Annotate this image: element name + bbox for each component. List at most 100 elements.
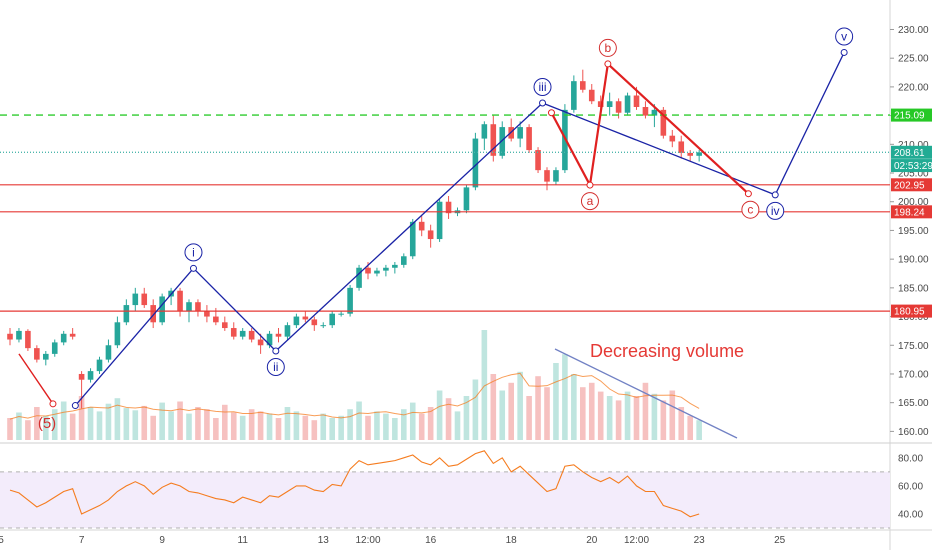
wave-label-5: (5) bbox=[38, 415, 56, 432]
candle-body bbox=[302, 316, 309, 320]
volume-bar bbox=[25, 420, 31, 440]
volume-bar bbox=[222, 404, 228, 440]
price-tag-bg bbox=[891, 108, 932, 122]
price-tags: 215.09 208.61 02:53:29 202.95 198.24 180.95 bbox=[891, 108, 932, 318]
pivot-marker bbox=[771, 191, 779, 199]
time-tick-label: 12:00 bbox=[624, 535, 649, 546]
candle-body bbox=[96, 359, 103, 372]
wave-line-red bbox=[588, 63, 609, 186]
price-tick-label: 230.00 bbox=[898, 25, 929, 36]
wave-label-a: a bbox=[587, 194, 594, 208]
price-tick-label: 220.00 bbox=[898, 82, 929, 93]
candle-body bbox=[87, 371, 94, 380]
volume-bar bbox=[669, 390, 676, 440]
volume-bar bbox=[230, 412, 237, 440]
volume-bar bbox=[320, 413, 327, 440]
time-tick-label: 11 bbox=[238, 535, 249, 546]
candle-body bbox=[329, 313, 335, 326]
wave-line-blue bbox=[275, 102, 543, 352]
volume-bar bbox=[338, 415, 344, 440]
price-tick-label: 200.00 bbox=[898, 197, 929, 208]
price-tag-label: 180.95 bbox=[894, 307, 925, 318]
candle-body bbox=[365, 267, 371, 274]
candle-body bbox=[436, 201, 443, 240]
time-tick-label: 7 bbox=[79, 535, 85, 546]
price-tag-bg bbox=[891, 178, 932, 192]
price-tag-bg bbox=[891, 145, 932, 159]
wave-line-blue bbox=[774, 52, 845, 196]
candle-body bbox=[588, 89, 595, 102]
volume-bar bbox=[266, 413, 273, 440]
candle-body bbox=[481, 124, 488, 139]
time-tick-label: 9 bbox=[159, 535, 165, 546]
price-tick-label: 165.00 bbox=[898, 398, 929, 409]
wave-label-iii: iii bbox=[539, 80, 547, 94]
volume-bar bbox=[123, 408, 130, 440]
candle-body bbox=[141, 293, 148, 306]
volume-bar bbox=[642, 382, 649, 440]
volume-bar bbox=[409, 402, 416, 440]
wave-label-circle bbox=[580, 192, 599, 211]
rsi-tick-label: 80.00 bbox=[898, 453, 923, 464]
candle-body bbox=[186, 302, 192, 311]
wave-label-circle bbox=[598, 38, 617, 57]
candle-body bbox=[105, 345, 112, 360]
candle-body bbox=[266, 333, 273, 346]
candle-body bbox=[7, 333, 13, 340]
candle-body bbox=[239, 330, 246, 337]
volume-bar bbox=[132, 410, 139, 440]
volume-bar bbox=[651, 393, 658, 440]
wave-label-c: c bbox=[747, 203, 753, 217]
volume-bar bbox=[195, 407, 201, 440]
wave-label-circle bbox=[184, 243, 203, 262]
time-tick-label: 20 bbox=[586, 535, 598, 546]
volume-bar bbox=[311, 420, 318, 440]
wave-label-ii: ii bbox=[273, 360, 278, 374]
volume-bar bbox=[553, 363, 559, 440]
candles bbox=[7, 69, 702, 409]
candle-body bbox=[383, 267, 389, 271]
volume-bar bbox=[454, 411, 461, 440]
candle-body bbox=[114, 322, 121, 346]
volume-bar bbox=[60, 401, 67, 440]
candle-body bbox=[195, 302, 201, 311]
candle-body bbox=[499, 127, 506, 156]
price-tick-label: 210.00 bbox=[898, 140, 929, 151]
candle-body bbox=[347, 287, 353, 314]
time-tick-label: 16 bbox=[425, 535, 437, 546]
wave-line-red bbox=[18, 353, 54, 405]
wave-label-circle bbox=[741, 200, 760, 219]
volume-bar bbox=[517, 371, 523, 440]
volume-bars bbox=[7, 330, 702, 440]
price-tick-label: 185.00 bbox=[898, 283, 929, 294]
candle-body bbox=[463, 187, 470, 211]
candle-body bbox=[517, 127, 523, 139]
candle-body bbox=[132, 293, 139, 306]
volume-bar bbox=[43, 415, 49, 440]
volume-bar bbox=[365, 415, 371, 440]
volume-bar bbox=[51, 409, 58, 440]
candle-body bbox=[427, 230, 434, 240]
volume-bar bbox=[418, 413, 425, 440]
pivot-marker bbox=[71, 402, 79, 410]
wave-label-b: b bbox=[605, 41, 612, 55]
pivot-marker bbox=[539, 99, 547, 107]
volume-bar bbox=[401, 409, 407, 440]
price-tag-bg bbox=[891, 205, 932, 219]
volume-bar bbox=[499, 390, 506, 440]
volume-bar bbox=[16, 412, 22, 440]
volume-bar bbox=[544, 387, 550, 440]
candle-body bbox=[445, 201, 452, 214]
candle-body bbox=[418, 221, 425, 231]
candle-body bbox=[338, 313, 344, 315]
volume-bar bbox=[392, 418, 398, 440]
candle-body bbox=[660, 109, 667, 136]
volume-bar bbox=[177, 401, 183, 440]
candle-body bbox=[687, 152, 693, 156]
candle-body bbox=[78, 373, 85, 380]
rsi-line bbox=[9, 450, 700, 518]
candle-body bbox=[642, 106, 649, 116]
candle-body bbox=[580, 81, 586, 90]
